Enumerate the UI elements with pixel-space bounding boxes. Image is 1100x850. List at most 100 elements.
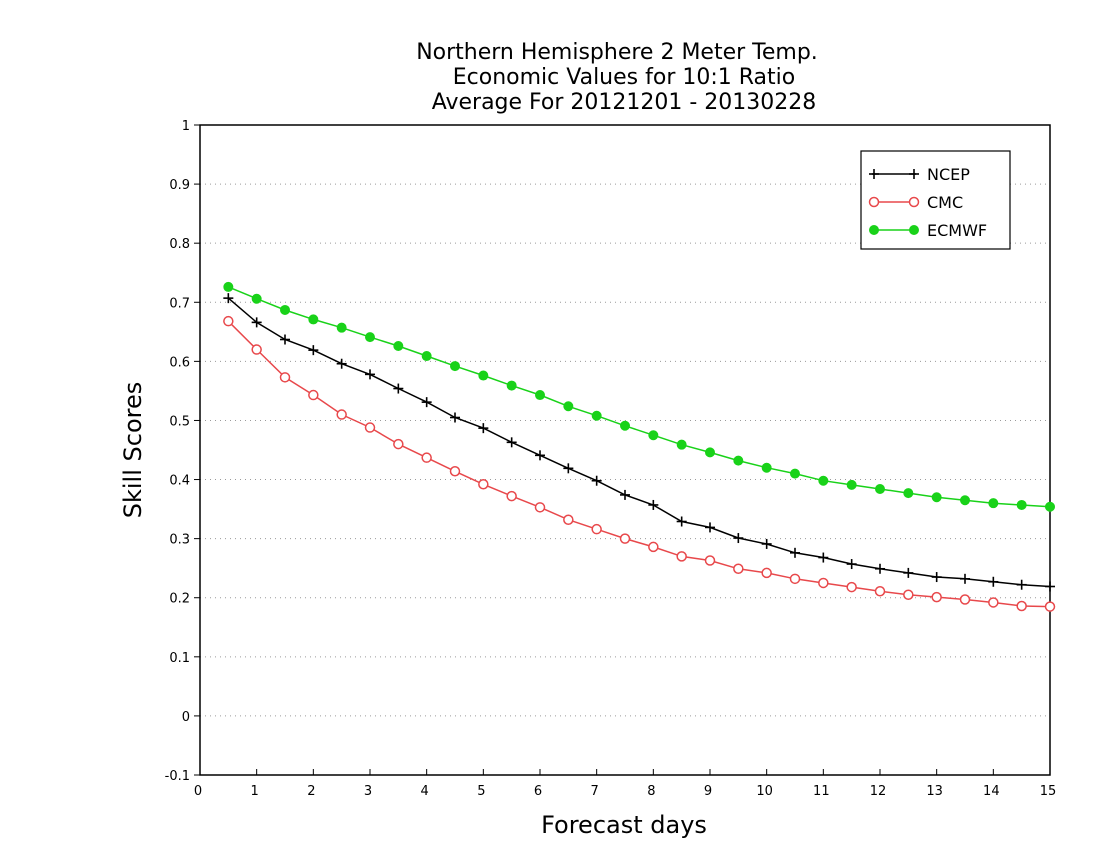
- data-point-cmc: [563, 514, 574, 525]
- data-point-cmc: [874, 585, 886, 597]
- x-tick-label: 0: [194, 784, 202, 799]
- data-point-ncep: [251, 317, 262, 328]
- data-point-ecmwf: [960, 495, 970, 506]
- y-tick-label: 0.5: [169, 414, 190, 429]
- data-point-ncep: [846, 559, 857, 570]
- data-point-ecmwf: [308, 314, 319, 325]
- x-tick-label: 15: [1040, 784, 1057, 799]
- data-point-ncep: [506, 437, 517, 448]
- data-point-ncep: [563, 463, 574, 474]
- data-point-ncep: [591, 475, 602, 486]
- chart-title-line-3: Average For 20121201 - 20130228: [432, 90, 817, 115]
- x-tick-label: 2: [307, 784, 315, 799]
- x-tick-label: 10: [756, 784, 773, 799]
- x-tick-label: 1: [251, 784, 259, 799]
- data-point-ecmwf: [1016, 499, 1027, 510]
- data-point-ecmwf: [535, 390, 545, 401]
- x-tick-label: 12: [870, 784, 887, 799]
- y-tick-label: 0.8: [169, 237, 190, 252]
- y-axis-ticks: -0.1 0 0.1 0.2 0.3 0.4 0.5 0.6 0.7 0.8 0.9 1: [165, 119, 200, 784]
- x-tick-label: 7: [591, 784, 599, 799]
- legend-item-ncep: NCEP: [869, 165, 970, 184]
- data-point-cmc: [308, 389, 319, 401]
- data-point-cmc: [364, 422, 376, 433]
- legend-marker: [869, 169, 879, 179]
- data-point-ncep: [761, 538, 772, 549]
- data-point-cmc: [478, 479, 489, 490]
- legend: NCEP CMC ECMWF: [860, 150, 1011, 250]
- data-point-cmc: [421, 452, 432, 463]
- series-ncep: [223, 293, 1055, 592]
- data-point-cmc: [846, 581, 857, 593]
- data-point-ncep: [1045, 581, 1055, 592]
- data-point-ecmwf: [336, 322, 347, 333]
- x-tick-label: 5: [477, 784, 485, 799]
- x-tick-label: 3: [364, 784, 372, 799]
- data-point-ecmwf: [591, 410, 602, 421]
- y-tick-label: 0.1: [169, 651, 190, 666]
- data-point-ncep: [393, 383, 404, 394]
- chart-title-line-1: Northern Hemisphere 2 Meter Temp.: [416, 40, 818, 65]
- y-tick-label: -0.1: [165, 769, 190, 784]
- chart-title-line-2: Economic Values for 10:1 Ratio: [453, 65, 795, 90]
- data-point-ncep: [478, 423, 489, 434]
- x-tick-label: 4: [421, 784, 429, 799]
- data-point-cmc: [903, 589, 914, 601]
- data-point-cmc: [733, 563, 744, 575]
- data-point-cmc: [336, 409, 347, 420]
- data-point-ecmwf: [903, 488, 914, 499]
- x-tick-label: 11: [813, 784, 830, 799]
- x-axis-ticks: 0 1 2 3 4 5 6 7 8 9 10 11 12 13 14 15: [194, 769, 1056, 799]
- legend-box: [860, 150, 1011, 250]
- data-point-ecmwf: [875, 484, 885, 494]
- data-point-ncep: [535, 450, 545, 461]
- data-point-ecmwf: [648, 430, 659, 441]
- data-point-ncep: [931, 572, 942, 583]
- data-point-ecmwf: [251, 293, 262, 304]
- data-point-ecmwf: [818, 475, 829, 486]
- data-point-ncep: [988, 576, 999, 587]
- y-tick-label: 0.3: [169, 533, 190, 548]
- legend-item-ecmwf: ECMWF: [869, 221, 987, 240]
- data-point-ncep: [421, 397, 432, 408]
- data-point-ecmwf: [563, 401, 574, 412]
- data-point-ecmwf: [1045, 501, 1055, 512]
- data-point-ncep: [875, 563, 885, 574]
- data-point-ecmwf: [988, 498, 999, 509]
- legend-label: ECMWF: [927, 221, 987, 240]
- legend-item-cmc: CMC: [868, 193, 963, 212]
- data-point-ecmwf: [676, 439, 687, 450]
- data-point-ncep: [818, 552, 829, 563]
- x-tick-label: 9: [704, 784, 712, 799]
- data-point-ncep: [705, 522, 715, 533]
- data-point-cmc: [223, 315, 234, 327]
- data-point-ecmwf: [761, 462, 772, 473]
- series-line-cmc: [227, 320, 1051, 608]
- data-point-ecmwf: [450, 361, 460, 372]
- plot-frame: [199, 124, 1051, 776]
- data-point-ecmwf: [733, 455, 744, 466]
- data-point-cmc: [988, 597, 999, 608]
- data-point-cmc: [449, 466, 461, 477]
- data-point-ncep: [676, 516, 687, 527]
- data-point-cmc: [959, 594, 971, 605]
- y-tick-label: 0.9: [169, 178, 190, 193]
- data-point-ecmwf: [620, 420, 630, 431]
- chart-title: Northern Hemisphere 2 Meter Temp. Econom…: [416, 40, 818, 115]
- data-point-ecmwf: [421, 351, 432, 362]
- data-point-cmc: [761, 567, 772, 579]
- x-axis-label: Forecast days: [541, 811, 707, 839]
- data-point-ncep: [308, 345, 319, 356]
- data-point-cmc: [279, 372, 291, 383]
- data-point-cmc: [1044, 601, 1056, 612]
- data-point-ncep: [903, 567, 914, 578]
- data-point-ecmwf: [846, 479, 857, 490]
- data-point-cmc: [818, 577, 829, 589]
- data-point-cmc: [393, 438, 404, 450]
- legend-label: CMC: [927, 193, 963, 212]
- y-axis-label: Skill Scores: [119, 382, 147, 519]
- x-tick-label: 14: [983, 784, 1000, 799]
- legend-marker: [909, 225, 919, 235]
- legend-marker: [869, 225, 879, 235]
